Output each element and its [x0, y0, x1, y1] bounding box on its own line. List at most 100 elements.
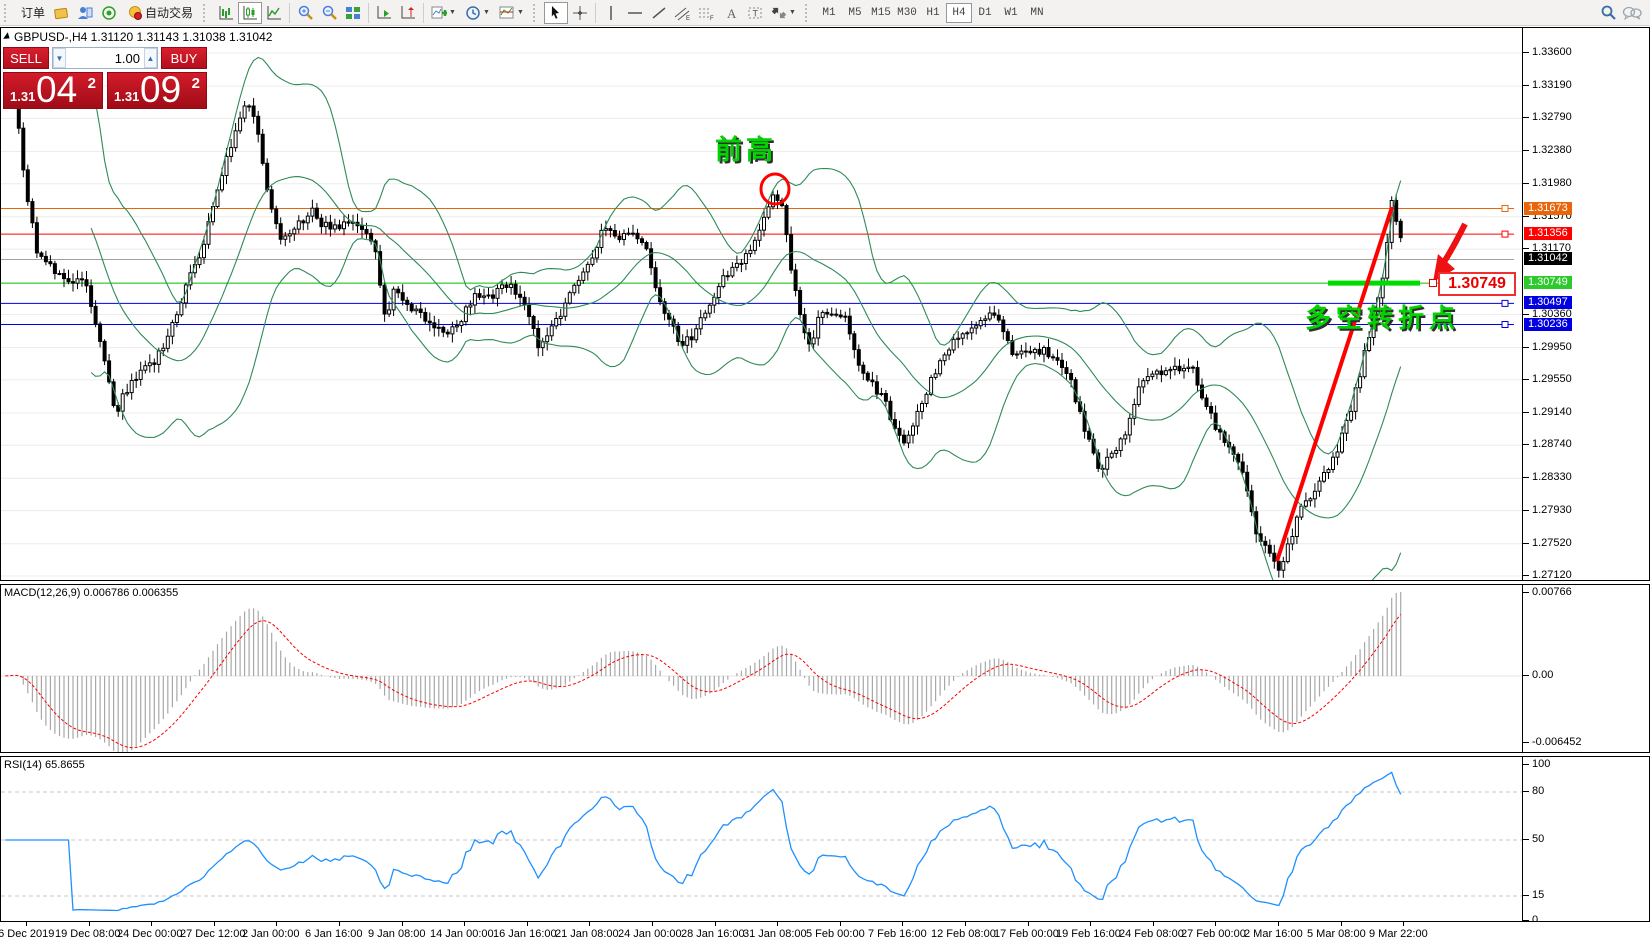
crosshair-icon[interactable]: [568, 2, 592, 24]
macd-plot[interactable]: [1, 585, 1522, 757]
auto-trading-label: 自动交易: [144, 6, 193, 20]
chat-icon[interactable]: [1620, 2, 1644, 24]
bid-prefix: 1.31: [10, 89, 36, 104]
macd-tick: 0.00766: [1523, 586, 1572, 598]
timeframe-mn[interactable]: MN: [1030, 6, 1044, 19]
zoom-out-icon[interactable]: [317, 2, 341, 24]
svg-text:A: A: [727, 6, 737, 21]
price-tick: 1.28330: [1523, 471, 1572, 483]
sell-button[interactable]: SELL: [3, 47, 49, 69]
chart-header: GBPUSD-,H4 1.31120 1.31143 1.31038 1.310…: [3, 30, 272, 44]
timeframe-m5[interactable]: M5: [848, 6, 862, 19]
accounts-icon[interactable]: [73, 2, 97, 24]
price-tick: 1.29550: [1523, 373, 1572, 385]
timeframe-m30[interactable]: M30: [897, 6, 917, 19]
rsi-pane[interactable]: 100 80 50 15 0 RSI(14) 65.8655: [0, 756, 1650, 926]
buy-button[interactable]: BUY: [161, 47, 207, 69]
ask-prefix: 1.31: [114, 89, 140, 104]
annotation-previous-high[interactable]: 前高: [715, 135, 777, 165]
chart-shift-icon[interactable]: [396, 2, 420, 24]
channel-icon[interactable]: E: [671, 2, 695, 24]
price-tick: 1.33190: [1523, 79, 1572, 91]
toolbar-grip[interactable]: [533, 3, 541, 22]
arrows-button[interactable]: ▼: [767, 2, 801, 24]
timeframe-h4[interactable]: H4: [946, 2, 972, 23]
line-chart-icon[interactable]: [262, 2, 286, 24]
rsi-tick: 15: [1522, 889, 1545, 901]
time-tick: 14 Jan 00:00: [430, 928, 494, 940]
macd-axis[interactable]: 0.00766 0.00 -0.006452: [1522, 585, 1649, 752]
zoom-in-icon[interactable]: [293, 2, 317, 24]
bid-price-button[interactable]: 1.31 04 2: [3, 69, 103, 110]
price-tick: 1.32380: [1523, 144, 1572, 156]
timeframe-w1[interactable]: W1: [1004, 6, 1018, 19]
new-order-button[interactable]: 订单: [15, 2, 49, 24]
price-tick: 1.33600: [1523, 46, 1572, 58]
time-tick: 24 Jan 00:00: [618, 928, 682, 940]
timeframe-m15[interactable]: M15: [871, 6, 891, 19]
toolbar-grip[interactable]: [203, 3, 211, 22]
text-label-icon[interactable]: T: [743, 2, 767, 24]
cursor-icon[interactable]: [544, 1, 568, 24]
price-axis[interactable]: 1.33600 1.33190 1.32790 1.32380 1.31980 1.315…: [1522, 28, 1649, 581]
time-tick: 6 Jan 16:00: [305, 928, 363, 940]
rsi-label: RSI(14) 65.8655: [4, 759, 85, 771]
toolbar-grip[interactable]: [4, 3, 12, 22]
candlestick-icon[interactable]: [238, 1, 262, 24]
arrows-icon: [771, 7, 787, 18]
new-order-label: 订单: [20, 6, 45, 20]
time-tick: 9 Mar 22:00: [1369, 928, 1428, 940]
auto-scroll-icon[interactable]: [372, 2, 396, 24]
volume-input[interactable]: [66, 48, 144, 68]
text-icon[interactable]: A: [719, 2, 743, 24]
ask-price-button[interactable]: 1.31 09 2: [107, 69, 207, 110]
timeframe-h1[interactable]: H1: [926, 6, 940, 19]
rsi-plot[interactable]: [1, 757, 1522, 926]
periods-button[interactable]: ▼: [461, 2, 495, 24]
timeframe-d1[interactable]: D1: [978, 6, 992, 19]
annotation-pivot-point[interactable]: 多空转折点: [1305, 303, 1461, 333]
auto-trading-button[interactable]: 自动交易: [121, 2, 199, 24]
time-tick: 5 Mar 08:00: [1307, 928, 1366, 940]
price-line-label: 1.30497: [1524, 296, 1572, 309]
macd-label: MACD(12,26,9) 0.006786 0.006355: [4, 587, 179, 599]
macd-tick: -0.006452: [1523, 736, 1582, 748]
volume-increase-button[interactable]: ▲: [144, 48, 157, 68]
time-tick: 28 Jan 16:00: [681, 928, 745, 940]
add-indicator-button[interactable]: ▼: [427, 2, 461, 24]
macd-tick: 0.00: [1522, 669, 1554, 681]
fibonacci-icon[interactable]: F: [695, 2, 719, 24]
signal-icon[interactable]: [97, 2, 121, 24]
tile-windows-icon[interactable]: [341, 2, 365, 24]
toolbar: 订单 自动交易: [0, 0, 1650, 26]
chart-symbol-icon: [3, 32, 12, 42]
time-tick: 19 Dec 08:00: [55, 928, 121, 940]
book-icon[interactable]: [49, 2, 73, 24]
time-tick: 19 Feb 16:00: [1056, 928, 1121, 940]
chevron-down-icon: ▼: [483, 9, 490, 16]
price-chart-pane[interactable]: 1.33600 1.33190 1.32790 1.32380 1.31980 1.315…: [0, 27, 1650, 606]
down-arrow: [1441, 222, 1468, 264]
volume-decrease-button[interactable]: ▼: [53, 48, 66, 68]
horizontal-line-icon[interactable]: [623, 2, 647, 24]
timeframe-m1[interactable]: M1: [822, 6, 836, 19]
bar-chart-icon[interactable]: [214, 2, 238, 24]
price-tick: 1.28740: [1523, 438, 1572, 450]
time-tick: 2 Jan 00:00: [242, 928, 300, 940]
time-tick: 2 Mar 16:00: [1244, 928, 1303, 940]
pivot-highlight-bar: [1328, 280, 1420, 286]
trendline-icon[interactable]: [647, 2, 671, 24]
vertical-line-icon[interactable]: [599, 2, 623, 24]
annotation-price-tag[interactable]: 1.30749: [1438, 272, 1516, 296]
bid-big-digits: 04: [36, 69, 78, 110]
bid-pipette: 2: [87, 75, 96, 92]
price-chart-plot[interactable]: [1, 28, 1522, 606]
rsi-axis[interactable]: 100 80 50 15 0: [1522, 757, 1649, 926]
toolbar-grip[interactable]: [805, 3, 813, 22]
price-tick: 1.27930: [1523, 504, 1572, 516]
search-icon[interactable]: [1596, 2, 1620, 24]
macd-pane[interactable]: 0.00766 0.00 -0.006452 MACD(12,26,9) 0.006…: [0, 584, 1650, 755]
price-tag-anchor: [1429, 279, 1437, 287]
templates-button[interactable]: ▼: [495, 2, 529, 24]
